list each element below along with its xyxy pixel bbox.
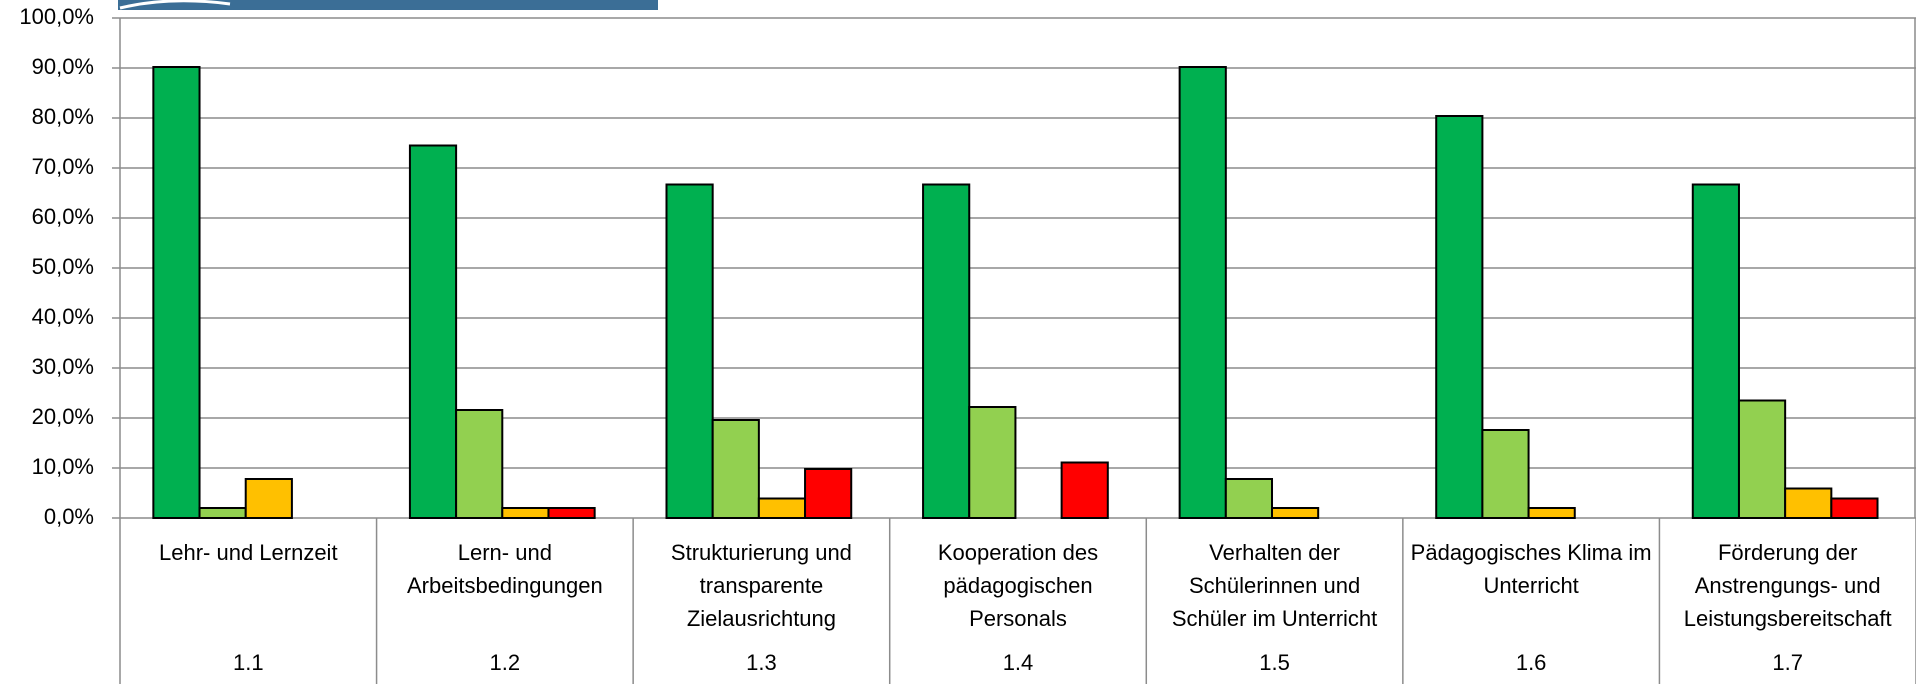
bar bbox=[1691, 183, 1740, 519]
bar bbox=[501, 507, 550, 519]
bar bbox=[665, 183, 714, 519]
bar bbox=[711, 419, 760, 519]
bar bbox=[757, 497, 807, 519]
x-tick-label: Förderung der Anstrengungs- und Leistung… bbox=[1683, 540, 1892, 631]
bar bbox=[198, 507, 247, 519]
bar bbox=[1830, 497, 1879, 519]
x-tick-label: Lehr- und Lernzeit bbox=[159, 540, 338, 565]
y-tick-label: 70,0% bbox=[32, 154, 94, 179]
bar bbox=[804, 468, 853, 519]
x-tick-label: Lern- und Arbeitsbedingungen bbox=[406, 540, 603, 598]
x-tick-label: Kooperation des pädagogischen Personals bbox=[937, 540, 1099, 631]
x-tick-label: Verhalten der Schülerinnen und Schüler i… bbox=[1171, 540, 1378, 631]
x-tick-label: Strukturierung und transparente Zielausr… bbox=[670, 540, 852, 631]
y-tick-label: 20,0% bbox=[32, 404, 94, 429]
bar bbox=[1060, 461, 1109, 519]
bar bbox=[547, 507, 596, 519]
y-tick-label: 0,0% bbox=[44, 504, 94, 529]
y-tick-label: 30,0% bbox=[32, 354, 94, 379]
bar bbox=[1527, 507, 1576, 519]
bar bbox=[1178, 66, 1227, 519]
y-tick-label: 10,0% bbox=[32, 454, 94, 479]
bar bbox=[1737, 399, 1787, 519]
category-code: 1.4 bbox=[1002, 650, 1034, 675]
bar bbox=[922, 183, 971, 519]
y-tick-label: 90,0% bbox=[32, 54, 94, 79]
category-code: 1.1 bbox=[232, 650, 264, 675]
category-code: 1.3 bbox=[746, 650, 777, 675]
logo-banner bbox=[118, 0, 658, 10]
category-code: 1.5 bbox=[1259, 650, 1290, 675]
category-code: 1.2 bbox=[489, 650, 521, 675]
bar bbox=[968, 406, 1017, 519]
bar bbox=[455, 409, 504, 519]
logo-swoosh bbox=[119, 0, 231, 10]
bar bbox=[1435, 115, 1484, 519]
category-code: 1.7 bbox=[1772, 650, 1803, 675]
bar bbox=[1481, 429, 1530, 519]
y-tick-label: 60,0% bbox=[32, 204, 94, 229]
category-code: 1.6 bbox=[1515, 650, 1547, 675]
bar bbox=[152, 66, 201, 519]
bar bbox=[244, 478, 293, 519]
x-tick-label: Pädagogisches Klima im Unterricht bbox=[1410, 540, 1652, 598]
y-tick-label: 100,0% bbox=[19, 4, 94, 29]
y-tick-label: 50,0% bbox=[32, 254, 94, 279]
bar bbox=[1784, 487, 1833, 519]
bar bbox=[1271, 507, 1320, 519]
bar bbox=[1224, 478, 1274, 519]
y-tick-label: 40,0% bbox=[32, 304, 94, 329]
bar bbox=[408, 144, 458, 519]
y-tick-label: 80,0% bbox=[32, 104, 94, 129]
